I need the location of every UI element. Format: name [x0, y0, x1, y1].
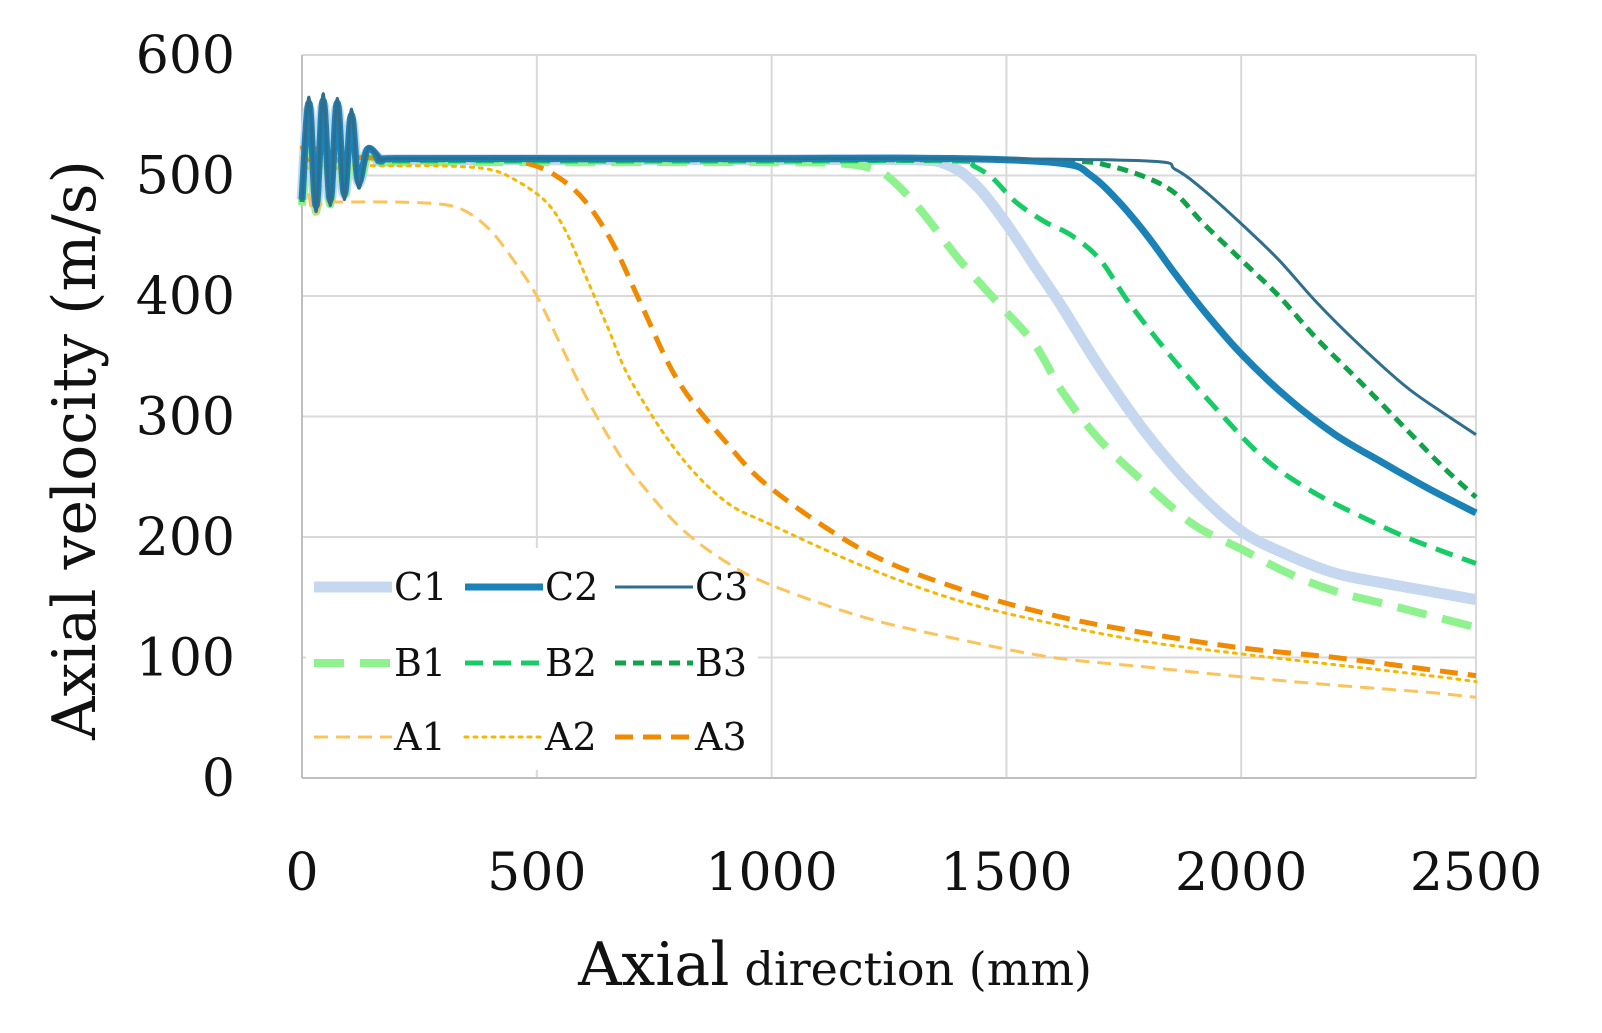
series-group	[296, 92, 1478, 699]
grid	[302, 54, 1477, 778]
legend-label-c3: C3	[695, 565, 748, 609]
x-tick-label: 1000	[705, 843, 837, 903]
series-line-a3	[299, 144, 1477, 679]
series-line-a2	[300, 155, 1478, 684]
y-axis-title: Axial velocity (m/s)	[40, 160, 110, 741]
x-axis-title-main: Axial	[577, 930, 729, 1000]
y-tick-label: 300	[136, 388, 235, 448]
x-tick-label: 2000	[1175, 843, 1307, 903]
series-line-c3	[300, 92, 1477, 436]
x-tick-label: 0	[285, 843, 318, 903]
legend-label-b2: B2	[545, 641, 597, 685]
legend-label-b3: B3	[695, 641, 747, 685]
y-tick-label: 600	[136, 26, 235, 86]
legend-label-a3: A3	[694, 715, 747, 759]
legend-label-c1: C1	[394, 565, 447, 609]
y-tick-label: 200	[136, 508, 235, 568]
y-tick-label: 400	[136, 267, 235, 327]
y-tick-label: 500	[136, 147, 235, 207]
tick-labels: 0 100 200 300 400 500 600 0 500 1000 1500 2000 2500	[136, 26, 1542, 903]
x-tick-label: 500	[487, 843, 586, 903]
legend-label-c2: C2	[545, 565, 598, 609]
series-line-a1	[300, 185, 1477, 699]
x-axis-title-sub: direction (mm)	[745, 942, 1092, 996]
legend-label-b1: B1	[394, 641, 446, 685]
legend-label-a1: A1	[393, 715, 446, 759]
legend: C1 C2 C3 B1 B2 B3 A1 A2 A3	[314, 565, 748, 759]
y-tick-label: 0	[202, 749, 235, 809]
x-tick-label: 1500	[940, 843, 1072, 903]
legend-label-a2: A2	[544, 715, 597, 759]
y-tick-label: 100	[136, 629, 235, 689]
x-axis-title: Axial direction (mm)	[577, 930, 1092, 1000]
x-tick-label: 2500	[1410, 843, 1542, 903]
